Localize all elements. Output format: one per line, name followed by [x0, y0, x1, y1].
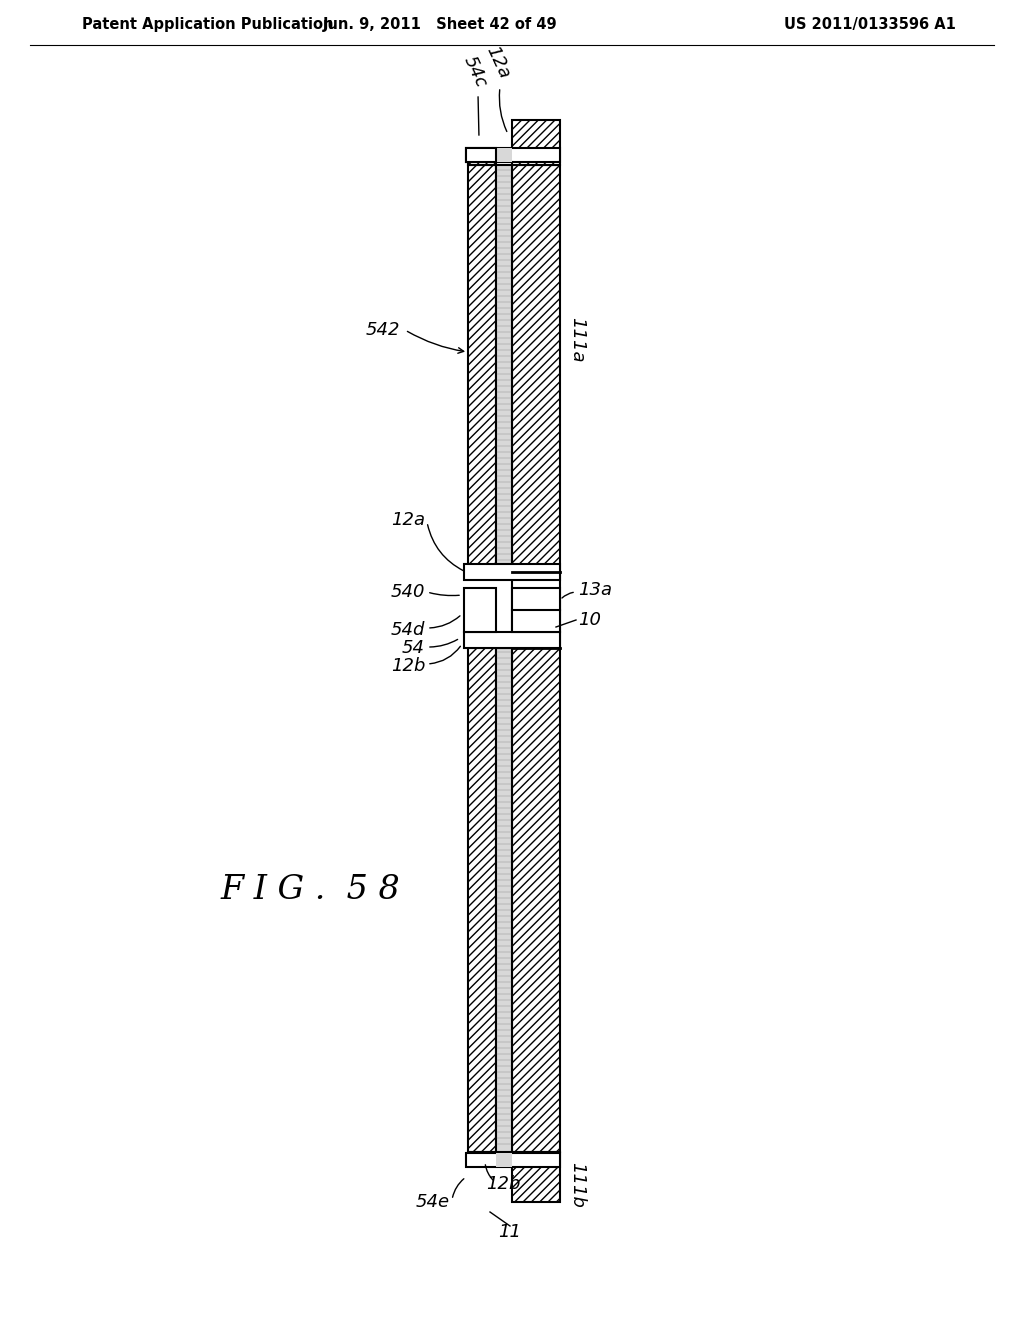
Bar [464, 587, 496, 632]
Bar [512, 648, 560, 1152]
Text: 54c: 54c [460, 53, 490, 90]
Text: 13a: 13a [578, 581, 612, 599]
Bar [512, 1152, 560, 1203]
Bar [496, 165, 512, 572]
Bar [466, 148, 560, 162]
Text: 542: 542 [366, 321, 400, 339]
Text: 12b: 12b [485, 1175, 520, 1193]
Text: F I G .  5 8: F I G . 5 8 [220, 874, 399, 906]
Bar [466, 1152, 560, 1167]
Text: 540: 540 [390, 583, 425, 601]
Bar [512, 165, 560, 572]
Text: 10: 10 [578, 611, 601, 630]
Bar [496, 148, 512, 162]
Bar [466, 148, 496, 162]
Text: 12a: 12a [391, 511, 425, 529]
Text: Jun. 9, 2011   Sheet 42 of 49: Jun. 9, 2011 Sheet 42 of 49 [323, 17, 557, 33]
Text: 111b: 111b [568, 1162, 586, 1208]
Text: 111a: 111a [568, 317, 586, 363]
Bar [464, 632, 560, 648]
Bar [468, 165, 496, 572]
Bar [512, 572, 560, 648]
Bar [468, 1152, 496, 1166]
Bar [496, 648, 512, 1152]
Bar [512, 587, 560, 632]
Text: Patent Application Publication: Patent Application Publication [82, 17, 334, 33]
Text: US 2011/0133596 A1: US 2011/0133596 A1 [784, 17, 956, 33]
Text: 54: 54 [402, 639, 425, 657]
Text: 12a: 12a [482, 44, 513, 82]
Text: 54e: 54e [416, 1193, 450, 1210]
Bar [468, 648, 496, 1152]
Bar [496, 1152, 512, 1167]
Text: 54d: 54d [390, 620, 425, 639]
Text: 11: 11 [499, 1224, 521, 1241]
Bar [468, 150, 496, 165]
Bar [464, 564, 560, 579]
Bar [512, 120, 560, 165]
Text: 12b: 12b [390, 657, 425, 675]
